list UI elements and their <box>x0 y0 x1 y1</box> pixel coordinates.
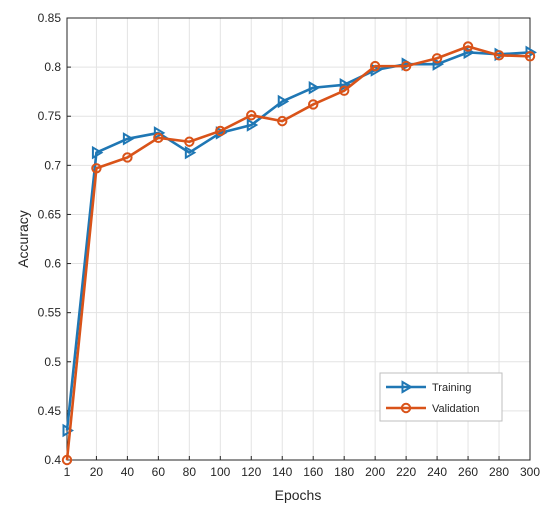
data-point <box>277 94 290 109</box>
y-tick-label: 0.6 <box>44 257 61 271</box>
data-point <box>400 60 412 72</box>
y-tick-label: 0.5 <box>44 355 61 369</box>
y-tick-label: 0.65 <box>38 207 62 221</box>
y-tick-label: 0.7 <box>44 158 61 172</box>
y-axis-title: Accuracy <box>15 210 31 268</box>
data-point <box>215 125 226 137</box>
legend-box <box>379 372 503 422</box>
data-point <box>91 145 104 160</box>
x-tick-label: 180 <box>334 465 354 479</box>
data-point <box>61 454 73 466</box>
x-tick-label: 240 <box>427 465 447 479</box>
data-point <box>308 99 319 110</box>
legend: Training Validation <box>379 372 503 422</box>
x-tick-label: 220 <box>396 465 416 479</box>
data-point <box>277 115 288 127</box>
data-point <box>184 145 197 160</box>
y-tick-label: 0.8 <box>44 60 61 74</box>
legend-label: Training <box>432 382 471 394</box>
series-validation <box>61 41 536 466</box>
data-point <box>62 423 74 438</box>
x-tick-label: 200 <box>365 465 385 479</box>
series-line-training <box>65 51 531 431</box>
y-tick-label: 0.55 <box>38 306 62 320</box>
data-point <box>369 60 381 72</box>
x-tick-label: 260 <box>458 465 478 479</box>
data-point <box>525 45 537 60</box>
x-axis-title: Epochs <box>275 487 322 503</box>
x-tick-label: 1 <box>64 465 71 479</box>
data-point <box>308 80 321 95</box>
y-tick-label: 0.85 <box>38 11 62 25</box>
data-point <box>153 132 164 144</box>
data-point <box>122 132 135 146</box>
y-tick-label: 0.45 <box>38 404 62 418</box>
data-point <box>338 85 350 96</box>
data-point <box>246 110 257 121</box>
x-tick-label: 60 <box>152 465 166 479</box>
data-point <box>153 126 166 140</box>
legend-label: Validation <box>432 403 480 415</box>
data-point <box>122 152 133 163</box>
x-tick-label: 300 <box>520 465 540 479</box>
y-tick-label: 0.4 <box>44 453 61 467</box>
x-tick-label: 120 <box>241 465 261 479</box>
y-tick-label: 0.75 <box>38 109 62 123</box>
series-line-validation <box>65 45 531 461</box>
data-point <box>246 118 259 132</box>
data-point <box>462 41 474 52</box>
data-point <box>431 53 443 64</box>
x-tick-label: 80 <box>183 465 197 479</box>
legend-marker <box>401 380 413 394</box>
tick-labels: 1 20 40 60 80 100 120 140 160 180 200 220 240 260 280 3… <box>38 11 541 479</box>
x-tick-label: 100 <box>210 465 230 479</box>
x-tick-label: 20 <box>90 465 104 479</box>
data-point <box>184 136 195 147</box>
data-point <box>524 51 536 62</box>
x-tick-label: 160 <box>303 465 323 479</box>
plot-area <box>61 41 537 466</box>
axes-box <box>66 17 531 461</box>
x-tick-label: 40 <box>121 465 135 479</box>
data-point <box>493 50 505 61</box>
x-tick-label: 140 <box>272 465 292 479</box>
x-tick-label: 280 <box>489 465 509 479</box>
legend-marker <box>400 402 412 414</box>
data-point <box>91 163 102 174</box>
